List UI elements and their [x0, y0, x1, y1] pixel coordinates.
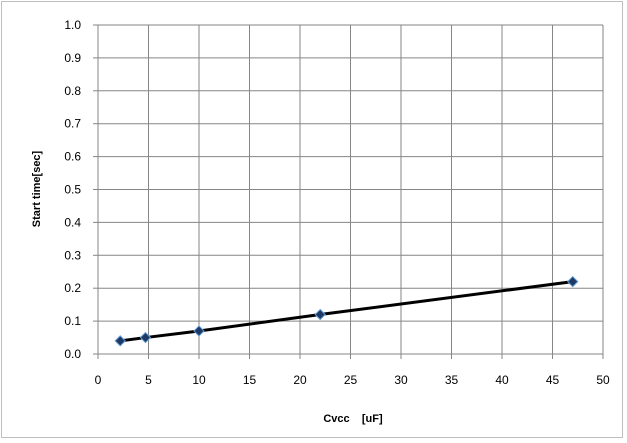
- y-tick-label: 0.0: [64, 347, 81, 361]
- x-tick-label: 0: [95, 373, 102, 387]
- data-points: [114, 275, 579, 347]
- x-tick-label: 15: [243, 373, 257, 387]
- x-tick-label: 25: [344, 373, 358, 387]
- y-tick-label: 0.4: [64, 215, 81, 229]
- y-tick-label: 0.7: [64, 117, 81, 131]
- chart-area: [1, 1, 623, 438]
- x-axis-title: Cvcc [uF]: [323, 413, 383, 425]
- y-tick-label: 0.3: [64, 248, 81, 262]
- x-tick-label: 50: [596, 373, 610, 387]
- x-tick-label: 35: [445, 373, 459, 387]
- x-tick-label: 20: [293, 373, 307, 387]
- y-tick-label: 0.5: [64, 183, 81, 197]
- data-point: [566, 275, 579, 288]
- data-point: [314, 308, 326, 321]
- y-axis-title: Start time[sec]: [31, 150, 43, 227]
- series-line-path: [120, 280, 573, 343]
- y-tick-label: 0.1: [64, 314, 81, 328]
- y-tick-label: 0.9: [64, 51, 81, 65]
- series-line: [120, 280, 573, 343]
- x-tick-label: 45: [546, 373, 560, 387]
- x-tick-label: 10: [192, 373, 206, 387]
- data-point: [139, 331, 152, 344]
- data-point: [193, 325, 205, 337]
- axes: [93, 24, 604, 359]
- data-point: [114, 335, 126, 347]
- grid: [98, 24, 604, 354]
- x-tick-label: 30: [394, 373, 408, 387]
- x-tick-labels: 0 5 10 15 20 25 30 35 40 45 50: [95, 373, 610, 387]
- y-tick-label: 0.2: [64, 281, 81, 295]
- y-tick-label: 1.0: [64, 18, 81, 32]
- x-tick-label: 40: [495, 373, 509, 387]
- y-tick-labels: 0.0 0.1 0.2 0.3 0.4 0.5 0.6 0.7 0.8 0.9 1.0: [64, 18, 81, 361]
- y-tick-label: 0.6: [64, 150, 81, 164]
- y-tick-label: 0.8: [64, 84, 81, 98]
- x-tick-label: 5: [145, 373, 152, 387]
